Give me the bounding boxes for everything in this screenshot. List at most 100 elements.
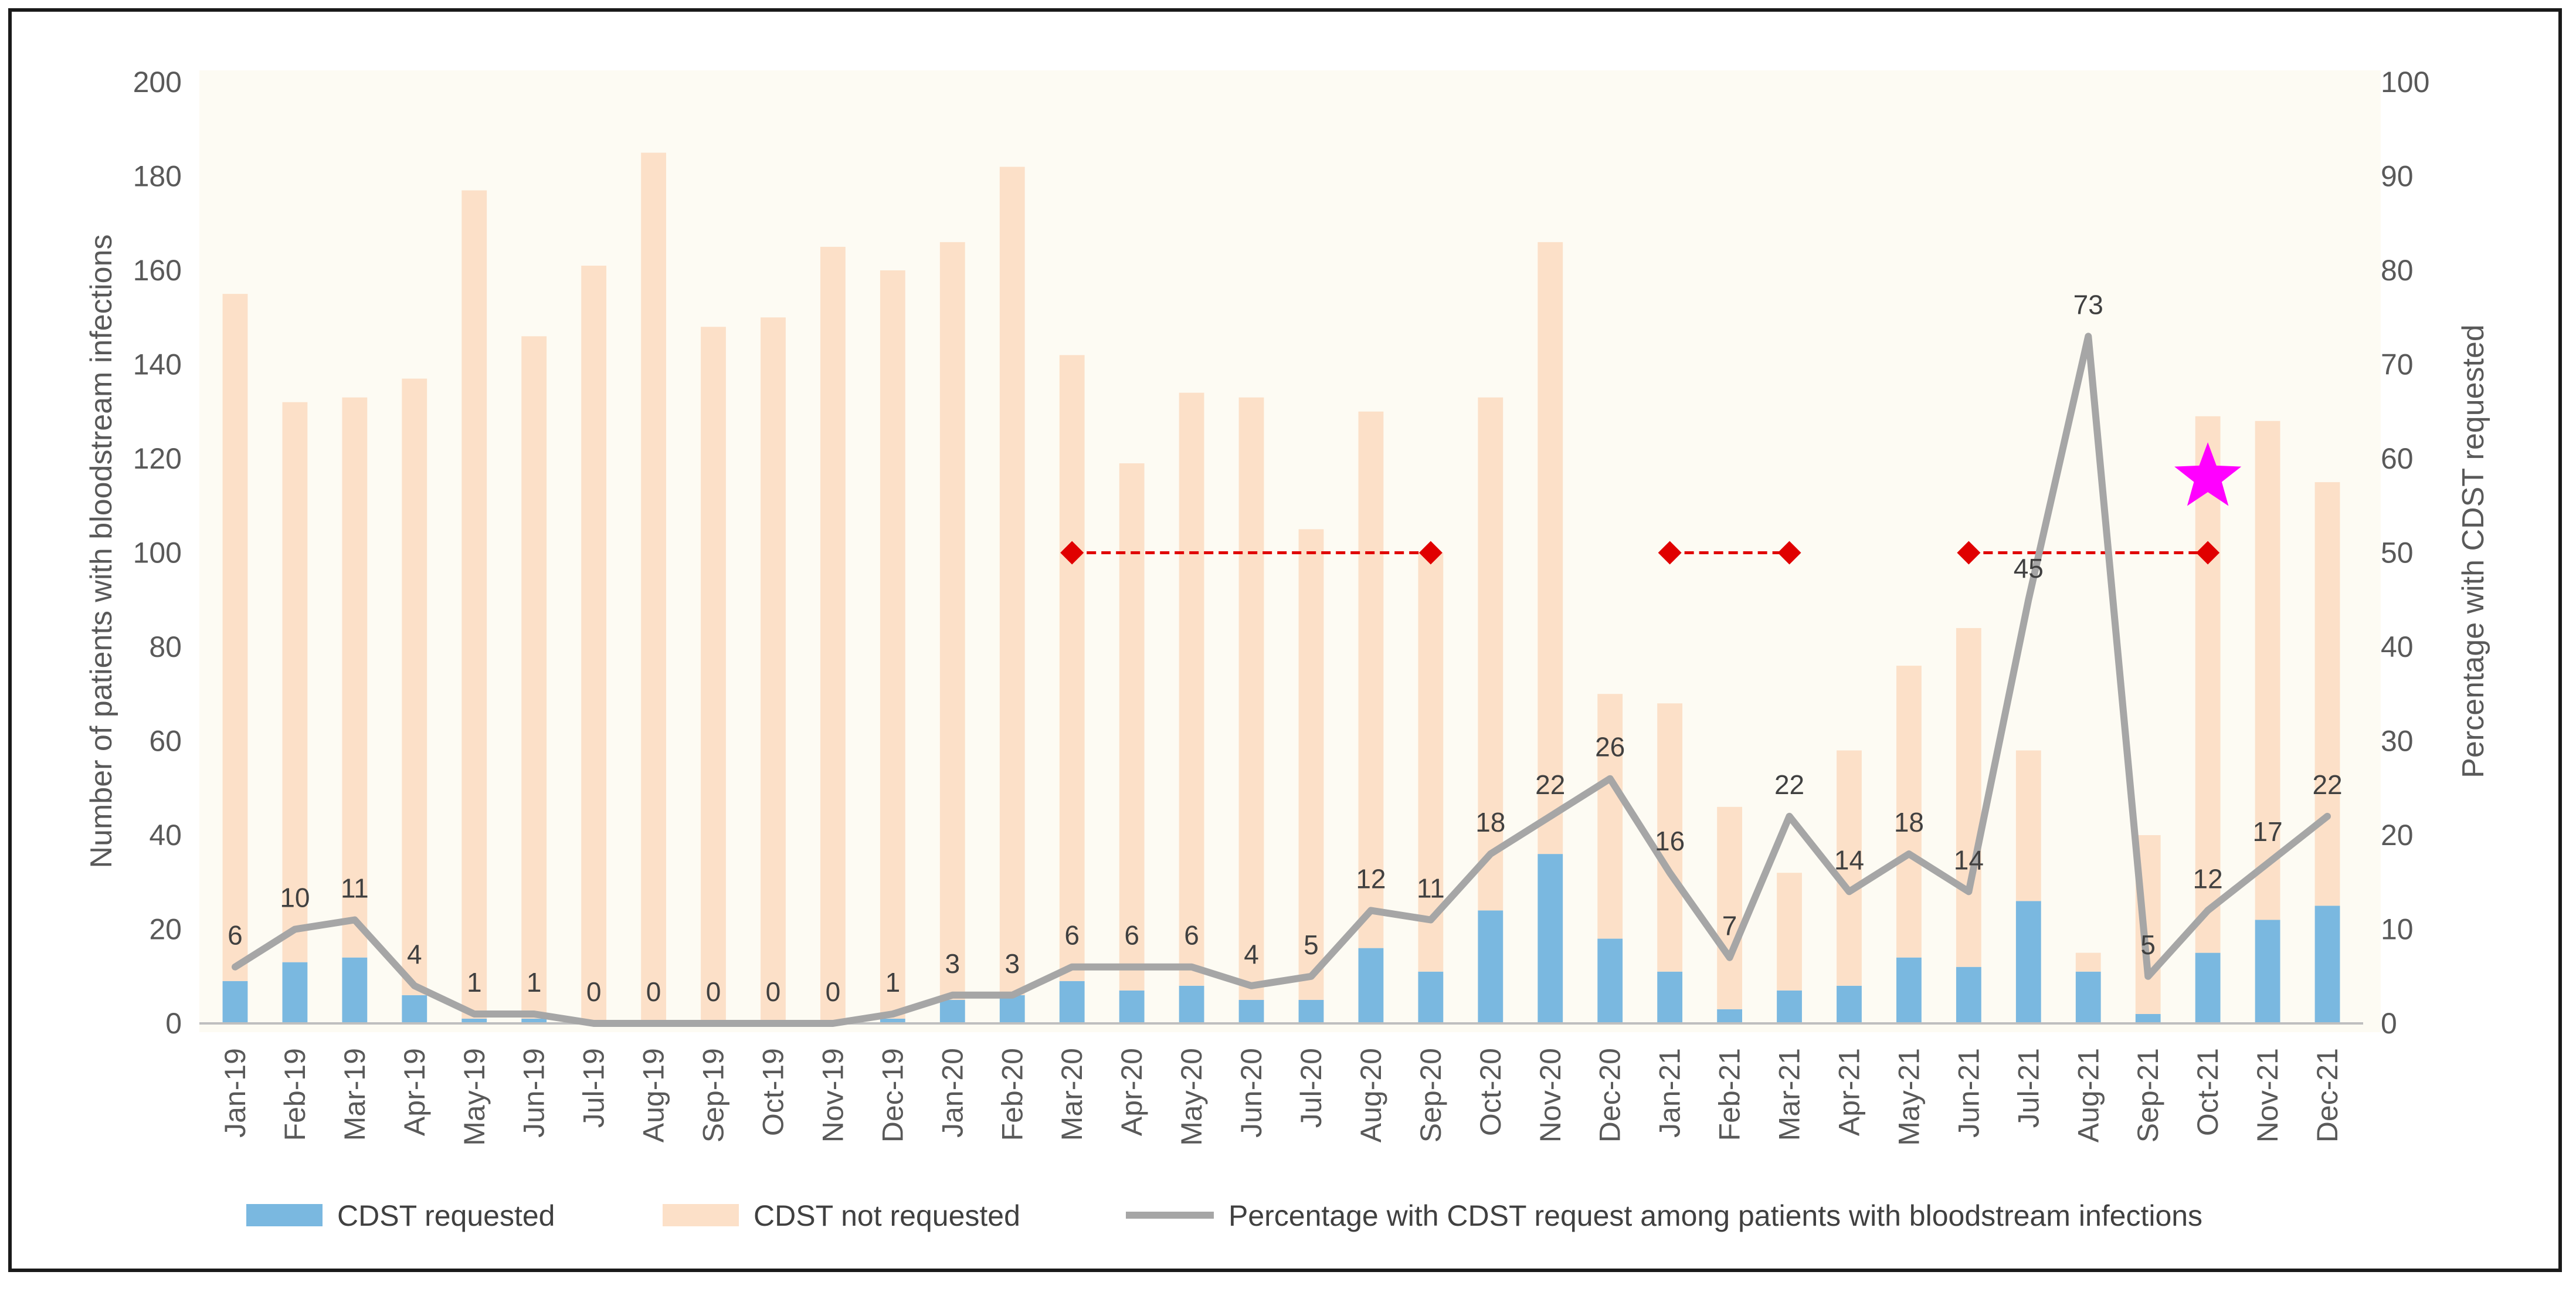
bar-cdst-requested [1298, 999, 1324, 1023]
bar-cdst-requested [282, 962, 308, 1023]
bar-cdst-requested [1597, 938, 1623, 1023]
percentage-line [232, 333, 2331, 1027]
data-label-percentage: 14 [1834, 845, 1864, 875]
bar-cdst-not-requested [342, 397, 368, 958]
bar-cdst-requested [1418, 971, 1444, 1023]
period-marker-diamond [2196, 541, 2220, 565]
x-tick-label: Jan-19 [219, 1048, 252, 1138]
data-label-percentage: 4 [407, 939, 422, 969]
data-label-percentage: 3 [945, 948, 961, 979]
bar-cdst-not-requested [1717, 806, 1742, 1009]
data-label-percentage: 11 [1417, 873, 1445, 903]
bar-cdst-not-requested [1538, 242, 1563, 854]
bar-cdst-requested [2255, 920, 2280, 1023]
data-label-percentage: 4 [1244, 939, 1259, 969]
x-tick-label: Jan-20 [936, 1048, 969, 1138]
data-label-percentage: 10 [280, 883, 310, 913]
bar-cdst-requested [1179, 985, 1204, 1023]
bar-cdst-not-requested [1837, 750, 1862, 986]
x-tick-label: Oct-21 [2191, 1048, 2224, 1136]
x-tick-label: Jun-21 [1952, 1048, 1985, 1138]
y-left-tick-label: 40 [149, 819, 182, 852]
bar-cdst-requested [939, 999, 965, 1023]
data-label-percentage: 18 [1894, 807, 1924, 837]
data-label-percentage: 0 [706, 976, 721, 1007]
bar-cdst-not-requested [1059, 355, 1085, 981]
y-right-tick-label: 80 [2381, 254, 2414, 287]
bar-cdst-not-requested [880, 270, 905, 1019]
y-left-tick-label: 200 [133, 66, 182, 99]
x-tick-label: Jul-19 [578, 1048, 610, 1128]
x-tick-label: Jun-20 [1235, 1048, 1268, 1138]
x-tick-label: Sep-20 [1414, 1048, 1447, 1142]
bar-cdst-requested [2195, 952, 2221, 1023]
y-left-axis-title: Number of patients with bloodstream infe… [84, 235, 118, 869]
bar-cdst-not-requested [2015, 750, 2041, 901]
legend-label-cdst-requested: CDST requested [337, 1199, 555, 1232]
y-left-tick-label: 60 [149, 725, 182, 758]
bar-cdst-requested [222, 981, 248, 1023]
bar-cdst-requested [521, 1018, 547, 1023]
bar-cdst-not-requested [1657, 703, 1683, 972]
data-label-percentage: 22 [1774, 769, 1804, 800]
x-tick-label: Nov-19 [816, 1048, 849, 1142]
bar-cdst-requested [1837, 985, 1862, 1023]
y-left-tick-label: 80 [149, 630, 182, 663]
data-label-percentage: 3 [1004, 948, 1020, 979]
bar-cdst-requested [342, 957, 368, 1023]
x-tick-label: Dec-20 [1594, 1048, 1627, 1142]
bar-cdst-requested [1657, 971, 1683, 1023]
legend: CDST requested CDST not requested Percen… [246, 1199, 2202, 1232]
x-tick-label: Oct-20 [1474, 1048, 1507, 1136]
bar-cdst-not-requested [2255, 421, 2280, 920]
y-left-tick-label: 20 [149, 913, 182, 946]
data-label-percentage: 6 [1184, 920, 1199, 951]
x-tick-label: Feb-21 [1713, 1048, 1746, 1141]
y-right-tick-label: 60 [2381, 442, 2414, 475]
data-label-percentage: 45 [2014, 553, 2044, 584]
x-tick-label: Sep-21 [2132, 1048, 2164, 1142]
legend-label-percentage-line: Percentage with CDST request among patie… [1228, 1199, 2202, 1232]
x-tick-label: Feb-20 [996, 1048, 1029, 1141]
y-right-tick-label: 30 [2381, 725, 2414, 758]
data-label-percentage: 0 [646, 976, 661, 1007]
x-tick-label: Dec-21 [2311, 1048, 2344, 1142]
bar-cdst-not-requested [1597, 694, 1623, 939]
bar-cdst-not-requested [641, 152, 666, 1023]
bar-cdst-not-requested [820, 246, 846, 1023]
bar-cdst-requested [880, 1018, 905, 1023]
chart-frame: 6 10 11 4 1 1 0 0 0 0 0 1 3 3 6 6 6 4 5 12 11 18 22 26 16 7 22 14 18… [8, 8, 2562, 1272]
x-tick-label: Mar-21 [1773, 1048, 1806, 1141]
bar-cdst-not-requested [402, 378, 427, 995]
bar-cdst-not-requested [1238, 397, 1264, 1000]
data-label-percentage: 11 [341, 873, 369, 903]
bar-cdst-not-requested [581, 265, 607, 1024]
bar-cdst-requested [1896, 957, 1922, 1023]
x-tick-label: Aug-20 [1355, 1048, 1387, 1142]
y-right-tick-label: 70 [2381, 348, 2414, 381]
period-marker-diamond [1658, 541, 1682, 565]
x-tick-label: Aug-21 [2072, 1048, 2105, 1142]
bar-cdst-not-requested [1179, 392, 1204, 986]
bar-cdst-not-requested [461, 190, 487, 1019]
bar-cdst-requested [1717, 1009, 1742, 1023]
bar-cdst-not-requested [2075, 952, 2101, 972]
y-left-tick-label: 140 [133, 348, 182, 381]
data-label-percentage: 0 [826, 976, 841, 1007]
y-left-tick-label: 120 [133, 442, 182, 475]
star-marker [2174, 442, 2242, 506]
period-marker-diamond [1777, 541, 1801, 565]
x-tick-label: May-19 [458, 1048, 491, 1146]
y-right-tick-label: 50 [2381, 537, 2414, 569]
x-tick-label: Jan-21 [1654, 1048, 1686, 1138]
data-label-percentage: 7 [1722, 911, 1737, 941]
bar-cdst-requested [2314, 906, 2340, 1023]
data-label-percentage: 22 [2312, 769, 2342, 800]
data-label-percentage: 22 [1535, 769, 1565, 800]
x-tick-label: Aug-19 [637, 1048, 670, 1142]
bar-cdst-requested [2015, 901, 2041, 1023]
data-label-percentage: 14 [1954, 845, 1984, 875]
y-left-tick-label: 100 [133, 537, 182, 569]
y-right-tick-label: 40 [2381, 630, 2414, 663]
period-marker-diamond [1418, 541, 1443, 565]
